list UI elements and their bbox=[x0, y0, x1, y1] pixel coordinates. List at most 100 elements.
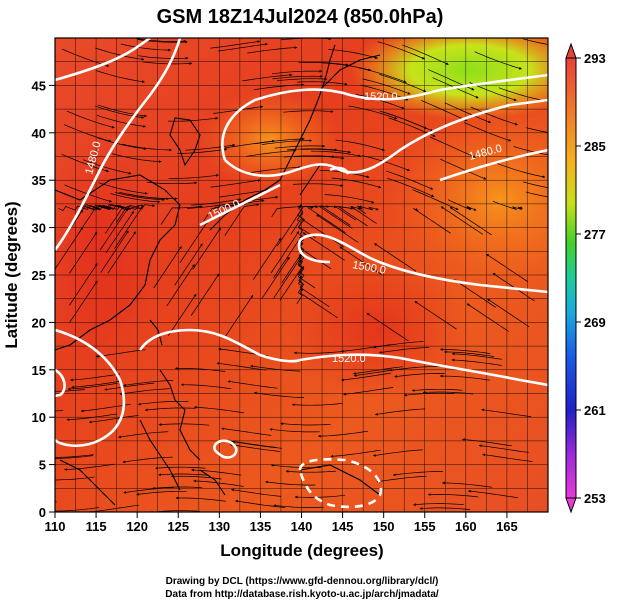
streamline bbox=[232, 440, 283, 449]
streamline bbox=[276, 77, 328, 82]
lat-lon-grid bbox=[55, 38, 548, 512]
streamline bbox=[482, 453, 533, 462]
streamline bbox=[373, 341, 424, 349]
streamline bbox=[470, 106, 518, 126]
streamline bbox=[261, 139, 313, 145]
x-tick-label: 145 bbox=[332, 519, 354, 534]
streamline bbox=[411, 388, 463, 392]
streamline bbox=[122, 143, 173, 152]
streamline bbox=[55, 476, 95, 481]
streamline bbox=[265, 480, 316, 486]
y-tick-label: 20 bbox=[32, 315, 46, 330]
streamline bbox=[324, 194, 375, 204]
warm-region-east bbox=[390, 110, 548, 290]
streamline bbox=[341, 372, 392, 382]
streamline bbox=[413, 503, 464, 507]
colorbar-label: 285 bbox=[584, 139, 606, 154]
streamline bbox=[155, 466, 206, 470]
streamline bbox=[293, 155, 345, 160]
streamline bbox=[107, 231, 136, 274]
streamline bbox=[166, 264, 195, 307]
streamline bbox=[138, 55, 189, 60]
y-axis-label: Latitude (degrees) bbox=[2, 201, 21, 348]
streamline bbox=[119, 191, 170, 201]
streamline bbox=[440, 348, 491, 354]
streamline bbox=[377, 41, 425, 60]
streamline bbox=[55, 507, 100, 512]
streamline bbox=[392, 471, 444, 477]
streamline bbox=[461, 438, 512, 447]
streamline bbox=[320, 205, 351, 226]
streamline bbox=[88, 414, 139, 424]
colorbar-label: 261 bbox=[584, 403, 606, 418]
streamline bbox=[298, 275, 330, 308]
streamline bbox=[235, 499, 286, 508]
streamline bbox=[440, 158, 487, 180]
streamline bbox=[306, 206, 346, 233]
streamline bbox=[374, 408, 426, 416]
plot-area: 1500.0 1520.0 1480.0 1500.0 1520.0 1480.… bbox=[55, 38, 548, 512]
streamline bbox=[338, 206, 368, 227]
streamline bbox=[141, 61, 193, 65]
y-tick-label: 5 bbox=[39, 458, 46, 473]
streamline bbox=[429, 136, 477, 158]
streamline bbox=[253, 83, 305, 91]
colorbar-scale bbox=[565, 57, 577, 499]
streamline bbox=[281, 242, 305, 284]
streamline bbox=[55, 454, 94, 458]
streamline bbox=[444, 102, 492, 124]
streamline bbox=[253, 391, 305, 398]
streamline bbox=[525, 191, 548, 198]
streamline bbox=[414, 301, 457, 330]
streamline bbox=[402, 44, 449, 65]
streamline bbox=[175, 496, 227, 502]
streamline bbox=[114, 206, 143, 249]
streamline bbox=[119, 388, 170, 396]
streamline bbox=[55, 501, 57, 503]
streamline bbox=[158, 423, 210, 426]
streamline bbox=[225, 139, 276, 149]
streamline bbox=[376, 475, 427, 483]
streamline bbox=[78, 205, 113, 234]
streamline bbox=[317, 430, 369, 438]
streamline bbox=[80, 403, 131, 413]
streamline bbox=[153, 246, 182, 289]
streamline bbox=[216, 362, 267, 371]
streamline bbox=[442, 481, 493, 488]
colorbar-bottom-arrow bbox=[565, 497, 577, 514]
streamline bbox=[180, 383, 232, 390]
streamline bbox=[273, 504, 324, 508]
streamline bbox=[296, 266, 305, 304]
streamline bbox=[328, 49, 378, 59]
streamline bbox=[466, 303, 509, 332]
x-tick-label: 155 bbox=[414, 519, 436, 534]
streamline bbox=[210, 179, 261, 188]
streamline bbox=[69, 263, 98, 306]
streamline bbox=[300, 148, 352, 154]
streamline bbox=[224, 203, 260, 236]
contour-label: 1520.0 bbox=[364, 91, 398, 103]
cool-anomaly-north bbox=[350, 38, 548, 120]
streamline bbox=[443, 350, 495, 357]
streamline bbox=[297, 254, 316, 289]
streamline bbox=[247, 46, 298, 54]
streamline bbox=[261, 256, 290, 299]
streamline bbox=[105, 210, 134, 254]
streamline bbox=[468, 489, 519, 499]
x-tick-label: 120 bbox=[126, 519, 148, 534]
streamline bbox=[358, 67, 407, 83]
streamline bbox=[440, 206, 483, 235]
streamline bbox=[229, 443, 280, 452]
streamline bbox=[187, 201, 238, 209]
streamline bbox=[190, 273, 220, 316]
streamline bbox=[464, 122, 512, 142]
streamline bbox=[111, 153, 162, 163]
streamline bbox=[526, 127, 548, 133]
streamline bbox=[177, 148, 228, 154]
streamline bbox=[291, 403, 343, 407]
streamline bbox=[246, 149, 297, 157]
streamline bbox=[224, 294, 254, 337]
streamline bbox=[301, 219, 344, 248]
streamline bbox=[394, 373, 445, 378]
